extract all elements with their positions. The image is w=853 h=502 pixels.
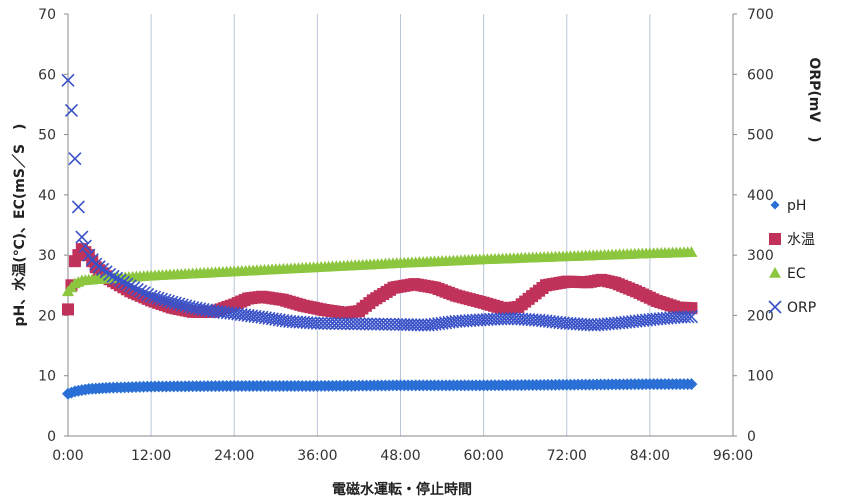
data-point (68, 152, 82, 166)
data-point (109, 271, 124, 285)
series-ph (62, 378, 698, 400)
data-point (61, 73, 75, 87)
y-left-tick-label: 20 (38, 308, 56, 324)
legend-marker (769, 267, 781, 278)
x-tick-label: 36:00 (297, 448, 337, 464)
right-axis-ticks: 0 100 200 300 400 500 600 700 (733, 7, 774, 445)
x-tick-label: 12:00 (131, 448, 171, 464)
x-axis-title: 電磁水運転・停止時間 (332, 481, 472, 498)
x-tick-label: 96:00 (713, 448, 753, 464)
y-left-tick-label: 40 (38, 188, 56, 204)
data-point (130, 282, 144, 297)
legend-item: EC (769, 266, 806, 282)
x-tick-label: 84:00 (630, 448, 670, 464)
x-tick-label: 48:00 (380, 448, 420, 464)
gridlines (150, 14, 734, 436)
y-right-tick-label: 400 (747, 188, 774, 204)
data-point (62, 303, 74, 316)
y-right-tick-label: 500 (747, 128, 774, 144)
data-point (141, 287, 155, 302)
data-point (78, 239, 92, 253)
data-point (75, 230, 89, 244)
legend-label: EC (787, 266, 806, 282)
y-left-tick-label: 60 (38, 67, 56, 83)
legend-marker (768, 300, 782, 314)
data-point (123, 279, 137, 293)
y-left-tick-label: 70 (38, 7, 56, 23)
y-right-tick-label: 100 (747, 369, 774, 385)
x-axis-ticks: 0:00 12:00 24:00 36:00 48:00 60:00 72:00 84:00 9… (52, 448, 753, 464)
legend-item: pH (770, 198, 806, 214)
legend-label: ORP (787, 300, 816, 316)
plot-area (61, 73, 699, 400)
x-tick-label: 0:00 (52, 448, 83, 464)
y-axis-left-title: pH、水温(℃)、EC(mS／S ) (11, 124, 28, 327)
data-point (685, 302, 698, 315)
y-right-tick-label: 700 (747, 7, 774, 23)
legend-item: ORP (768, 300, 816, 316)
data-point (681, 310, 695, 324)
legend: pH 水温 EC ORP (768, 198, 816, 316)
y-right-tick-label: 0 (747, 429, 756, 445)
series-orp (61, 73, 699, 332)
legend-marker (770, 200, 780, 210)
legend-item: 水温 (769, 232, 815, 248)
data-point (64, 103, 79, 118)
data-point (137, 286, 151, 300)
data-point (113, 273, 127, 287)
data-point (71, 200, 85, 214)
y-right-tick-label: 600 (747, 67, 774, 83)
x-tick-label: 72:00 (547, 448, 587, 464)
data-point (684, 310, 699, 324)
data-point (102, 267, 117, 281)
data-point (116, 275, 130, 289)
y-right-tick-label: 200 (747, 308, 774, 324)
data-point (120, 277, 134, 291)
data-point (685, 246, 698, 257)
left-axis-ticks: 0 10 20 30 40 50 60 70 (38, 7, 68, 445)
y-left-tick-label: 30 (38, 248, 56, 264)
data-point (127, 281, 141, 295)
legend-label: 水温 (787, 232, 815, 248)
y-left-tick-label: 0 (47, 429, 56, 445)
data-point (134, 284, 148, 298)
data-point (685, 378, 698, 391)
y-right-tick-label: 300 (747, 248, 774, 264)
x-tick-label: 60:00 (463, 448, 503, 464)
x-tick-label: 24:00 (214, 448, 254, 464)
y-left-tick-label: 50 (38, 128, 56, 144)
legend-marker (769, 233, 781, 245)
axes (67, 14, 734, 437)
legend-label: pH (787, 198, 806, 214)
data-point (106, 269, 120, 283)
y-left-tick-label: 10 (38, 369, 56, 385)
y-axis-right-title: ORP(mV ) (806, 57, 822, 142)
